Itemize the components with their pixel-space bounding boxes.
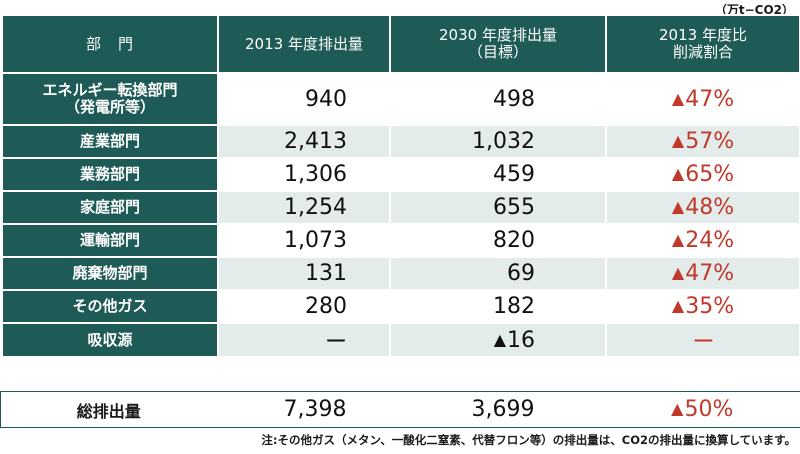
- row-sector-label: 廃棄物部門: [1, 256, 219, 291]
- total-row: 総排出量 7,398 3,699 ▲50%: [1, 392, 800, 428]
- target-2030-value: 69: [389, 256, 607, 291]
- emissions-2013-value: 1,306: [217, 157, 391, 192]
- emissions-2013-value: ー: [217, 322, 391, 358]
- reduction-rate-number: 48%: [685, 195, 735, 220]
- reduction-rate-value: ー: [605, 322, 800, 358]
- row-sector-label: 家庭部門: [1, 190, 219, 225]
- total-reduction-value: ▲50%: [605, 392, 800, 428]
- header-row: 部 門 2013 年度排出量 2030 年度排出量 （目標） 2013 年度比 …: [1, 14, 800, 74]
- total-row-table: 総排出量 7,398 3,699 ▲50%: [0, 391, 800, 428]
- target-2030-number: 820: [493, 228, 535, 253]
- target-2030-number: 1,032: [472, 129, 535, 154]
- table-row: その他ガス 280 182 ▲35%: [1, 289, 800, 324]
- header-sector: 部 門: [1, 14, 219, 74]
- target-2030-number: 655: [493, 195, 535, 220]
- reduction-rate-number: 47%: [685, 261, 735, 286]
- table-row: エネルギー転換部門 （発電所等） 940 498 ▲47%: [1, 72, 800, 126]
- reduction-rate-value: ▲47%: [605, 256, 800, 291]
- target-2030-value: 820: [389, 223, 607, 258]
- row-sector-label: 吸収源: [1, 322, 219, 358]
- total-reduction-number: 50%: [684, 397, 734, 422]
- emissions-2013-value: 280: [217, 289, 391, 324]
- reduction-rate-value: ▲24%: [605, 223, 800, 258]
- header-reduction-rate: 2013 年度比 削減割合: [605, 14, 800, 74]
- table-row: 家庭部門 1,254 655 ▲48%: [1, 190, 800, 225]
- reduction-rate-number: 35%: [685, 294, 735, 319]
- footnote: 注:その他ガス（メタン、一酸化二窒素、代替フロン等）の排出量は、CO2の排出量に…: [261, 433, 796, 447]
- triangle-icon: ▲: [671, 263, 685, 282]
- table-row: 吸収源 ー ▲16 ー: [1, 322, 800, 358]
- reduction-rate-value: ▲57%: [605, 124, 800, 159]
- header-2030-line1: 2030 年度排出量: [439, 26, 557, 44]
- triangle-icon: ▲: [671, 197, 685, 216]
- target-2030-value: 498: [389, 72, 607, 126]
- header-2013-emissions: 2013 年度排出量: [217, 14, 391, 74]
- triangle-icon: ▲: [671, 164, 685, 183]
- target-2030-value: ▲16: [389, 322, 607, 358]
- reduction-rate-number: 65%: [685, 162, 735, 187]
- emissions-2013-value: 1,254: [217, 190, 391, 225]
- target-2030-number: 498: [493, 86, 535, 112]
- target-2030-number: 459: [493, 162, 535, 187]
- target-2030-value: 182: [389, 289, 607, 324]
- triangle-icon: ▲: [671, 296, 685, 315]
- table-row: 業務部門 1,306 459 ▲65%: [1, 157, 800, 192]
- header-2030-line2: （目標）: [467, 43, 528, 61]
- emissions-2013-value: 131: [217, 256, 391, 291]
- reduction-rate-number: ー: [692, 330, 715, 355]
- triangle-icon: ▲: [671, 399, 684, 418]
- header-reduction-line1: 2013 年度比: [659, 26, 747, 44]
- emissions-2013-value: 940: [217, 72, 391, 126]
- reduction-rate-value: ▲65%: [605, 157, 800, 192]
- table-row: 産業部門 2,413 1,032 ▲57%: [1, 124, 800, 159]
- row-sector-label: 運輸部門: [1, 223, 219, 258]
- target-2030-number: 182: [493, 294, 535, 319]
- table-row: 廃棄物部門 131 69 ▲47%: [1, 256, 800, 291]
- emissions-table: 部 門 2013 年度排出量 2030 年度排出量 （目標） 2013 年度比 …: [1, 14, 800, 358]
- target-2030-number: 69: [507, 261, 535, 286]
- triangle-icon: ▲: [671, 131, 685, 150]
- reduction-rate-value: ▲48%: [605, 190, 800, 225]
- total-2013-value: 7,398: [283, 397, 347, 422]
- unit-label: （万t−CO2）: [714, 3, 794, 17]
- sector-subname: （発電所等）: [64, 98, 155, 116]
- triangle-icon: ▲: [493, 329, 506, 349]
- row-sector-label: 産業部門: [1, 124, 219, 159]
- row-sector-label: その他ガス: [1, 289, 219, 324]
- reduction-rate-number: 57%: [685, 129, 735, 154]
- row-sector-label: 業務部門: [1, 157, 219, 192]
- triangle-icon: ▲: [671, 230, 685, 249]
- header-reduction-line2: 削減割合: [672, 43, 733, 61]
- emissions-2013-value: 1,073: [217, 223, 391, 258]
- header-2030-target: 2030 年度排出量 （目標）: [389, 14, 607, 74]
- reduction-rate-value: ▲35%: [605, 289, 800, 324]
- total-label: 総排出量: [76, 401, 141, 421]
- table-row: 運輸部門 1,073 820 ▲24%: [1, 223, 800, 258]
- reduction-rate-value: ▲47%: [605, 72, 800, 126]
- triangle-icon: ▲: [671, 88, 685, 108]
- sector-name: エネルギー転換部門: [42, 81, 178, 99]
- emissions-2013-value: 2,413: [217, 124, 391, 159]
- total-2030-value: 3,699: [471, 397, 535, 422]
- target-2030-value: 655: [389, 190, 607, 225]
- target-2030-value: 1,032: [389, 124, 607, 159]
- target-2030-value: 459: [389, 157, 607, 192]
- target-2030-number: 16: [507, 327, 535, 353]
- row-sector-label: エネルギー転換部門 （発電所等）: [1, 72, 219, 126]
- reduction-rate-number: 24%: [685, 228, 735, 253]
- reduction-rate-number: 47%: [685, 86, 735, 112]
